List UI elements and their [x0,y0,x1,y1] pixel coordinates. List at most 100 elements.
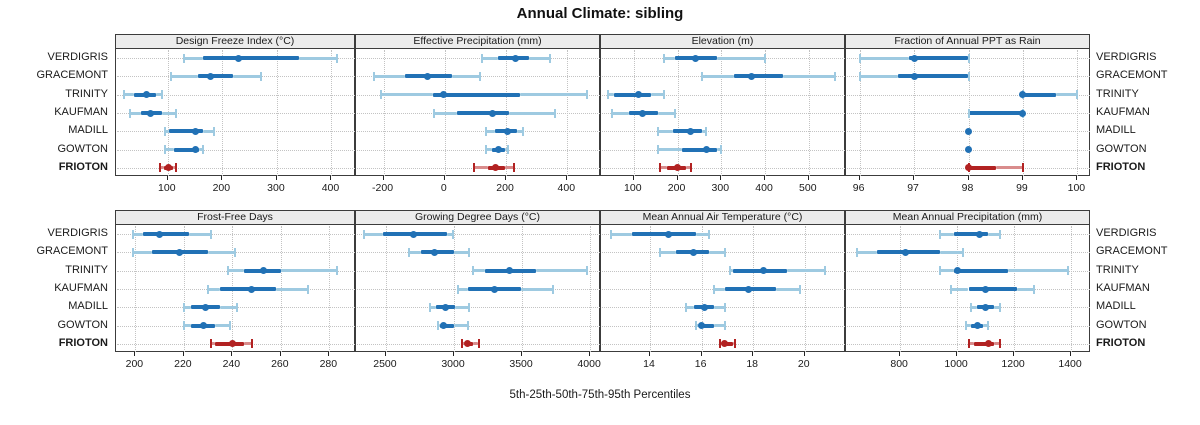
whisker-cap [685,302,688,312]
whisker-cap [834,71,837,81]
whisker-cap [998,302,1001,312]
panel-plot [600,48,845,176]
whisker-cap [728,266,731,276]
axis-tick-label: 98 [961,182,974,194]
station-label-left: TRINITY [65,263,108,276]
whisker-cap [259,71,262,81]
gridline-horizontal [847,307,1090,309]
axis-tick-label: 16 [694,358,707,370]
whisker-band-low [611,232,632,236]
whisker-band-low [729,269,733,273]
axis-tick-label: 100 [624,182,642,194]
gridline-horizontal [117,252,355,254]
interquartile-bar [440,323,454,328]
whisker-cap [521,126,524,136]
whisker-band-high [454,324,468,328]
whisker-cap [858,71,861,81]
interquartile-bar [732,268,787,273]
whisker-cap [554,108,557,118]
axis-tick-label: 240 [222,358,241,370]
axis-tick-label: 800 [890,358,908,370]
interquartile-bar [142,232,189,237]
whisker-band-low [210,342,216,346]
median-dot [721,340,729,348]
whisker-band-high [651,93,665,97]
whisker-cap [164,145,167,155]
panel-plot [115,48,355,176]
whisker-cap [480,53,483,63]
whisker-cap [961,247,964,257]
whisker-band-low [165,148,175,152]
whisker-band-low [473,166,488,170]
median-dot [165,164,173,172]
whisker-band-high [995,166,1023,170]
whisker-band-low [660,250,676,254]
panel-plot [355,48,600,176]
whisker-band-high [454,250,469,254]
whisker-band-low [165,129,169,133]
axis-tick-label: 280 [319,358,338,370]
gridline-horizontal [357,325,600,327]
interquartile-bar [203,56,299,61]
whisker-cap [723,321,726,331]
whisker-band-high [504,148,508,152]
gridline-horizontal [847,252,1090,254]
station-label-left: FRIOTON [58,160,108,173]
gridline-horizontal [357,252,600,254]
axis-tick [649,352,650,356]
interquartile-bar [681,147,717,152]
panel-strip-title: Mean Annual Precipitation (mm) [892,211,1043,223]
whisker-band-high [519,93,588,97]
whisker-band-high [220,305,238,309]
whisker-band-high [988,232,1000,236]
whisker-band-high [686,166,691,170]
whisker-band-low [159,166,164,170]
whisker-cap [408,247,411,257]
whisker-band-low [696,324,699,328]
median-dot [431,248,439,256]
median-dot [142,91,150,99]
whisker-band-high [298,56,337,60]
station-label-right: GOWTON [1096,142,1147,155]
whisker-cap [723,247,726,257]
whisker-cap [233,247,236,257]
interquartile-bar [432,92,520,97]
axis-tick-label: 18 [746,358,758,370]
whisker-cap [1033,284,1036,294]
median-dot [235,54,243,62]
gridline-horizontal [602,131,845,133]
whisker-band-high [473,342,479,346]
whisker-cap [663,90,666,100]
whisker-band-low [380,93,433,97]
median-dot [409,230,417,238]
whisker-cap [1021,163,1024,173]
median-dot [156,230,164,238]
whisker-cap [695,321,698,331]
whisker-cap [209,339,212,349]
interquartile-bar [699,323,715,328]
median-dot [639,109,647,117]
whisker-cap [131,247,134,257]
whisker-band-high [155,93,163,97]
interquartile-bar [631,232,697,237]
whisker-band-high [520,287,554,291]
axis-tick-label: 4000 [577,358,601,370]
axis-tick [632,176,634,180]
whisker-band-high [516,129,523,133]
station-label-left: KAUFMAN [54,106,108,118]
whisker-band-low [611,111,630,115]
whisker-cap [466,321,469,331]
axis-tick [967,176,969,180]
axis-tick [803,352,805,356]
whisker-cap [1076,90,1079,100]
whisker-cap [373,71,376,81]
whisker-band-low [719,342,723,346]
axis-tick-label: 100 [158,182,176,194]
whisker-band-high [1055,93,1078,97]
station-label-left: VERDIGRIS [47,51,108,64]
median-dot [260,267,268,275]
whisker-band-low [409,250,422,254]
median-dot [1019,91,1027,99]
axis-tick-label: 100 [1067,182,1086,194]
panel-strip-title: Fraction of Annual PPT as Rain [894,35,1041,47]
